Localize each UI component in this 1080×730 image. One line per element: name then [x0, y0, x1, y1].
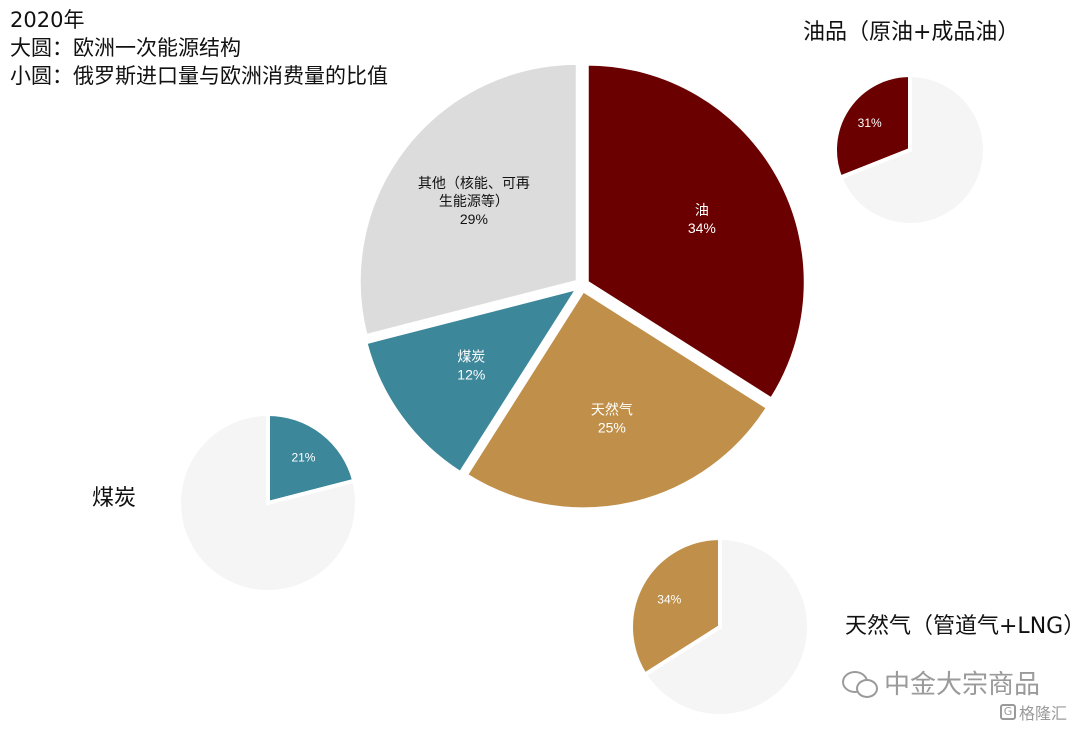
slice-label-3-0-0: 34% — [657, 592, 681, 606]
pie-slice-3-1 — [642, 535, 811, 718]
wechat-icon — [842, 669, 878, 698]
slice-label-1-0-0: 31% — [858, 116, 882, 130]
slice-label-0-2-1: 12% — [457, 366, 485, 382]
gelonghui-logo-icon: G — [1000, 704, 1016, 720]
watermark-secondary: G 格隆汇 — [1000, 700, 1067, 724]
chart-title-small-circle: 小圆：俄罗斯进口量与欧洲消费量的比值 — [10, 64, 388, 88]
watermark-text: 中金大宗商品 — [884, 670, 1041, 700]
pie-slice-2-1 — [177, 411, 359, 594]
slice-label-0-2-0: 煤炭 — [457, 348, 485, 364]
watermark-secondary-text: 格隆汇 — [1019, 704, 1068, 723]
pie-slice-0-0 — [585, 62, 807, 401]
watermark: 中金大宗商品 — [842, 664, 1040, 701]
gas-pie-title: 天然气（管道气+LNG） — [845, 614, 1080, 639]
pie-slice-0-2 — [364, 286, 581, 475]
slice-label-0-3-2: 29% — [460, 211, 488, 227]
pie-chart-1: 31% — [833, 72, 987, 227]
chart-title-big-circle: 大圆：欧洲一次能源结构 — [10, 36, 241, 60]
pie-slice-1-1 — [837, 72, 987, 227]
pie-chart-3: 34% — [629, 535, 811, 718]
slice-label-0-1-1: 25% — [598, 419, 626, 435]
slice-label-0-1-0: 天然气 — [591, 401, 633, 417]
pie-slice-0-3 — [357, 61, 579, 338]
pie-chart-2: 21% — [177, 411, 359, 594]
pie-slice-0-1 — [464, 288, 770, 511]
chart-title-block: 2020年 大圆：欧洲一次能源结构 小圆：俄罗斯进口量与欧洲消费量的比值 — [10, 6, 388, 90]
slice-label-2-0-0: 21% — [291, 450, 315, 464]
chart-title-year: 2020年 — [10, 8, 85, 32]
slice-label-0-0-1: 34% — [688, 220, 716, 236]
slice-label-0-3-1: 生能源等） — [439, 193, 509, 209]
pie-slice-2-0 — [266, 411, 357, 506]
coal-pie-title: 煤炭 — [92, 486, 137, 511]
pie-slice-1-0 — [833, 72, 912, 181]
slice-label-0-0-0: 油 — [695, 202, 709, 218]
oil-pie-title: 油品（原油+成品油） — [803, 20, 1020, 45]
slice-label-0-3-0: 其他（核能、可再 — [418, 175, 530, 191]
